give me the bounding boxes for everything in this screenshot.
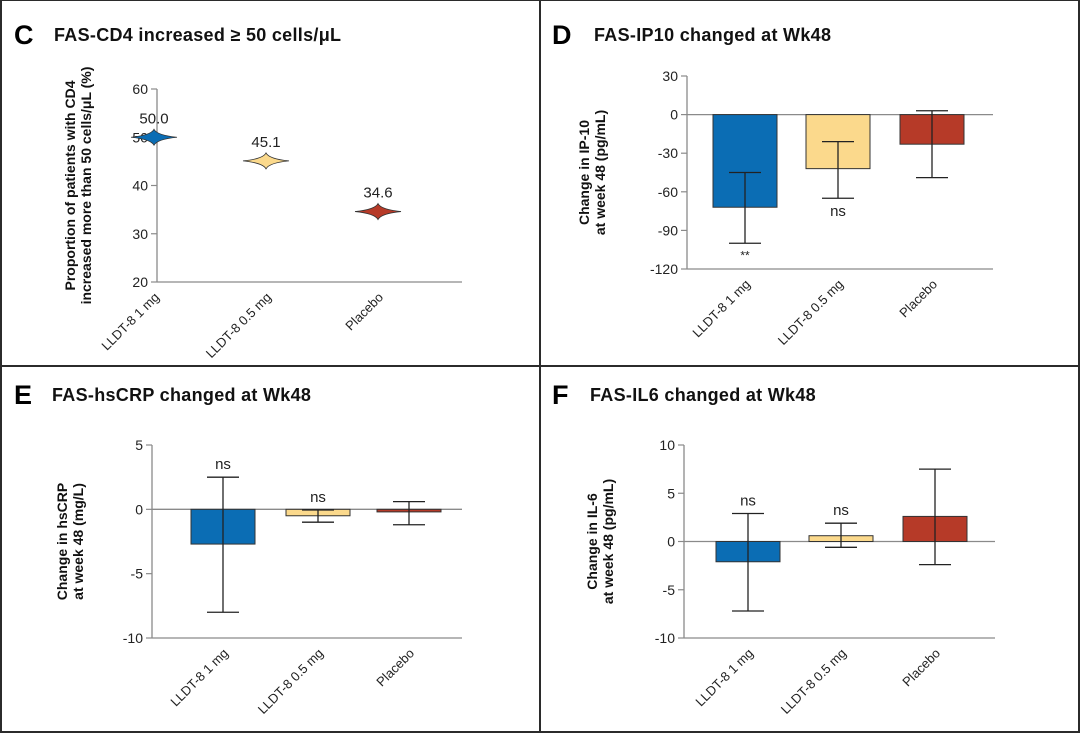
plot-area: -10 -5 0 5 10 LLDT-8 1 mg LLDT-8 0.5 mg Placebo…	[655, 437, 995, 717]
x-tick-label: LLDT-8 1 mg	[167, 646, 231, 710]
y-axis-label-line1: Change in IL-6	[584, 493, 600, 590]
y-axis-label: Change in hsCRP at week 48 (mg/L)	[54, 483, 86, 600]
data-label: 34.6	[363, 185, 392, 202]
y-tick-label: 0	[667, 534, 675, 550]
y-tick-label: 30	[132, 226, 148, 242]
x-tick-label: LLDT-8 1 mg	[98, 290, 162, 354]
y-axis-label-line1: Change in IP-10	[576, 120, 592, 225]
y-axis-label-line2: at week 48 (pg/mL)	[592, 110, 608, 235]
diamond-marker	[354, 202, 402, 221]
x-tick-label: Placebo	[373, 646, 417, 690]
chart-svg-c: C FAS-CD4 increased ≥ 50 cells/μL Propor…	[14, 20, 462, 361]
y-tick-label: 40	[132, 178, 148, 194]
y-axis-label: Change in IP-10 at week 48 (pg/mL)	[576, 110, 608, 235]
significance-label: ns	[740, 493, 756, 510]
x-tick-label: LLDT-8 1 mg	[692, 646, 756, 710]
panel-e-hscrp-chart: E FAS-hsCRP changed at Wk48 Change in hs…	[0, 366, 540, 733]
panel-title: FAS-hsCRP changed at Wk48	[52, 385, 311, 405]
y-tick-label: 0	[135, 501, 143, 517]
data-label: 45.1	[251, 134, 280, 151]
panel-letter: E	[14, 380, 32, 410]
panel-f-il6-chart: F FAS-IL6 changed at Wk48 Change in IL-6…	[540, 366, 1080, 733]
y-axis-label-line2: increased more than 50 cells/μL (%)	[78, 67, 94, 305]
y-tick-label: -30	[658, 145, 678, 161]
x-tick-label: LLDT-8 0.5 mg	[778, 646, 849, 717]
y-axis-label-line2: at week 48 (pg/mL)	[600, 479, 616, 604]
y-axis-label: Proportion of patients with CD4 increase…	[62, 67, 94, 305]
x-tick-label: LLDT-8 0.5 mg	[775, 277, 846, 348]
y-axis-label-line1: Proportion of patients with CD4	[62, 80, 78, 290]
panel-letter: C	[14, 20, 34, 50]
panel-divider-vertical	[539, 0, 541, 733]
x-tick-label: Placebo	[896, 277, 940, 321]
panel-d-ip10-chart: D FAS-IP10 changed at Wk48 Change in IP-…	[540, 0, 1080, 366]
significance-label: ns	[310, 489, 326, 506]
y-tick-label: -5	[131, 566, 144, 582]
y-tick-label: -5	[663, 582, 676, 598]
y-tick-label: 0	[670, 107, 678, 123]
x-tick-label: LLDT-8 0.5 mg	[203, 290, 274, 361]
y-tick-label: 20	[132, 274, 148, 290]
y-axis-label-line2: at week 48 (mg/L)	[70, 483, 86, 600]
significance-label: ns	[215, 456, 231, 473]
plot-area: -10 -5 0 5 LLDT-8 1 mg LLDT-8 0.5 mg Placebo ns…	[123, 437, 462, 717]
x-tick-label: LLDT-8 0.5 mg	[255, 646, 326, 717]
chart-svg-f: F FAS-IL6 changed at Wk48 Change in IL-6…	[552, 380, 995, 717]
significance-label: ns	[830, 203, 846, 220]
y-tick-label: -10	[655, 630, 675, 646]
y-tick-label: -10	[123, 630, 143, 646]
y-tick-label: 30	[662, 68, 678, 84]
y-tick-label: 5	[135, 437, 143, 453]
panel-letter: F	[552, 380, 569, 410]
panel-letter: D	[552, 20, 572, 50]
y-tick-label: 5	[667, 485, 675, 501]
y-axis-label-line1: Change in hsCRP	[54, 483, 70, 600]
panel-title: FAS-CD4 increased ≥ 50 cells/μL	[54, 25, 341, 45]
panel-c-cd4-chart: C FAS-CD4 increased ≥ 50 cells/μL Propor…	[0, 0, 540, 366]
chart-svg-d: D FAS-IP10 changed at Wk48 Change in IP-…	[552, 20, 993, 348]
diamond-marker	[130, 128, 178, 147]
x-tick-label: Placebo	[899, 646, 943, 690]
panel-title: FAS-IL6 changed at Wk48	[590, 385, 816, 405]
y-tick-label: -120	[650, 261, 678, 277]
plot-area: -120 -90 -60 -30 0 30 LLDT-8 1 mg LLDT-8 0.5 mg…	[650, 68, 993, 348]
significance-label: ns	[833, 502, 849, 519]
diamond-marker	[242, 152, 290, 170]
y-tick-label: 10	[659, 437, 675, 453]
chart-svg-e: E FAS-hsCRP changed at Wk48 Change in hs…	[14, 380, 462, 717]
y-tick-label: -60	[658, 184, 678, 200]
significance-label: **	[740, 248, 750, 262]
y-axis-label: Change in IL-6 at week 48 (pg/mL)	[584, 479, 616, 604]
x-tick-label: LLDT-8 1 mg	[689, 277, 753, 341]
y-tick-label: -90	[658, 222, 678, 238]
data-label: 50.0	[139, 110, 168, 127]
x-tick-label: Placebo	[342, 290, 386, 334]
panel-title: FAS-IP10 changed at Wk48	[594, 25, 831, 45]
y-tick-label: 60	[132, 81, 148, 97]
